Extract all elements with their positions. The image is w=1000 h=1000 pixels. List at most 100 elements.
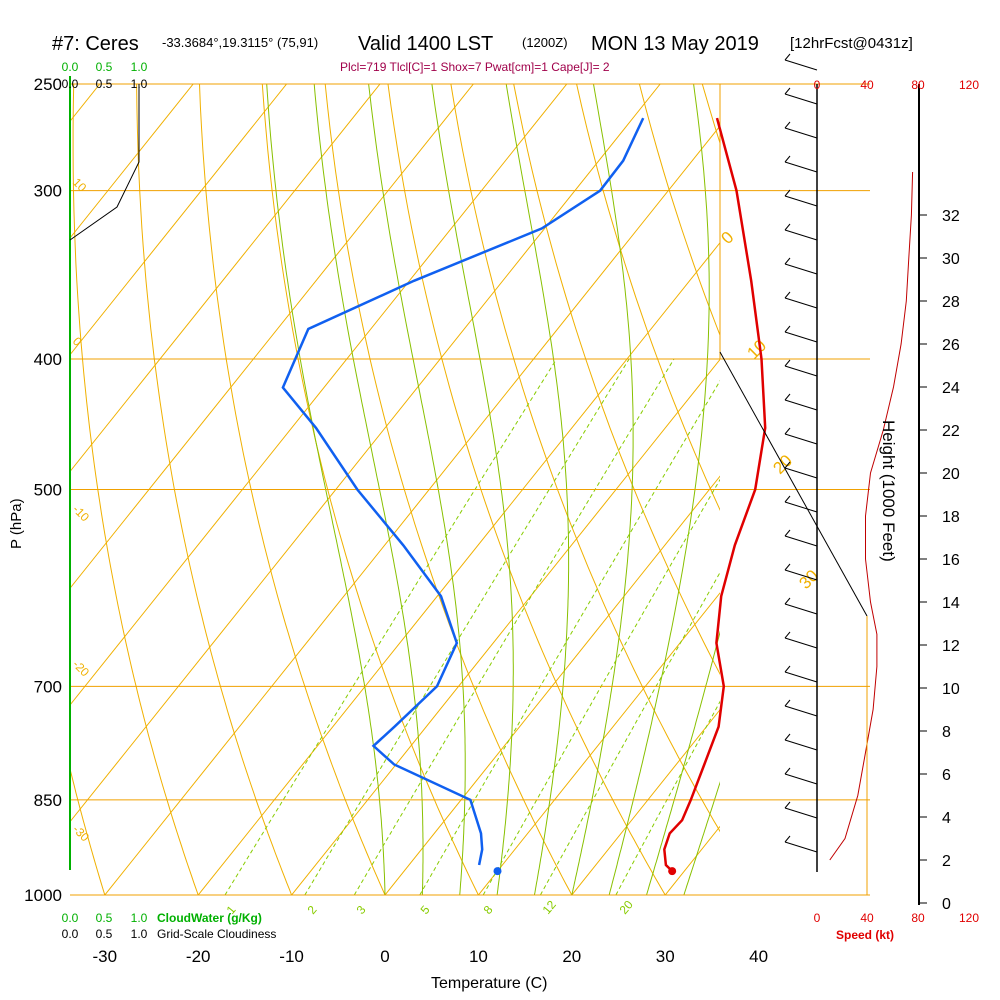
isotherm	[478, 592, 720, 895]
isotherm	[0, 84, 6, 895]
height-tick-label: 4	[942, 810, 951, 827]
cloudiness-top-tick: 0.5	[96, 77, 113, 91]
pressure-tick-label: 850	[34, 791, 62, 810]
dry-adiabat	[513, 84, 720, 676]
dry-adiabat-label: 0	[70, 334, 85, 349]
height-tick-label: 22	[942, 423, 960, 440]
wind-barb	[784, 739, 818, 751]
cloudwater-top-tick: 0.5	[96, 60, 113, 74]
cloudwater-label: CloudWater (g/Kg)	[157, 911, 262, 925]
speed-top-tick: 0	[814, 78, 821, 92]
height-tick-label: 0	[942, 896, 951, 913]
wind-barb	[784, 637, 818, 649]
wind-barb-flag	[784, 325, 791, 333]
surface-dewpoint-dot	[493, 867, 502, 876]
moist-adiabat	[431, 84, 514, 895]
dry-adiabat	[450, 84, 720, 833]
wind-barb	[784, 263, 818, 275]
wind-barb-flag	[784, 597, 791, 605]
wind-barb-flag	[784, 359, 791, 367]
pressure-tick-label: 300	[34, 182, 62, 201]
height-tick-label: 20	[942, 466, 960, 483]
isotherm	[70, 84, 194, 239]
pressure-tick-label: 1000	[24, 886, 62, 905]
temperature-tick-label: 0	[380, 947, 389, 966]
wind-barb	[784, 229, 818, 241]
wind-barb	[784, 807, 818, 819]
wind-barb	[784, 535, 818, 547]
profiles	[281, 117, 767, 876]
wind-barb-flag	[784, 529, 791, 537]
speed-bottom-tick: 40	[860, 911, 874, 925]
wind-barb	[784, 569, 818, 581]
moist-adiabat	[505, 84, 570, 895]
pressure-tick-label: 700	[34, 677, 62, 696]
speed-top-tick: 40	[860, 78, 874, 92]
speed-axis-label: Speed (kt)	[836, 928, 894, 942]
indices-line: Plcl=719 Tlcl[C]=1 Shox=7 Pwat[cm]=1 Cap…	[340, 60, 610, 74]
height-axis-title: Height (1000 Feet)	[879, 420, 898, 562]
axes: 2 5 0 300 400 500 700 850 1000 -30 -20 -10 0 10 20 30 40	[24, 75, 768, 966]
dry-adiabat-label: -10	[70, 502, 92, 524]
wind-barb-flag	[784, 767, 791, 775]
wind-barb	[784, 127, 818, 139]
wind-barb-flag	[784, 801, 791, 809]
wind-barb-flag	[784, 835, 791, 843]
height-tick-label: 26	[942, 337, 960, 354]
y-axis-title: P (hPa)	[8, 498, 25, 549]
cloudiness-bottom-tick: 0.5	[96, 927, 113, 941]
wind-barb-flag	[784, 393, 791, 401]
temperature-tick-label: 40	[749, 947, 768, 966]
wind-barb-flag	[784, 631, 791, 639]
mixing-ratio-label: 12	[540, 897, 560, 916]
height-tick-label: 16	[942, 552, 960, 569]
pressure-tick-label: 500	[34, 481, 62, 500]
dry-adiabat	[638, 84, 720, 337]
header-valid: Valid 1400 LST	[358, 33, 493, 55]
temperature-tick-label: 30	[656, 947, 675, 966]
isotherm	[70, 84, 381, 473]
temperature-tick-label: 10	[469, 947, 488, 966]
cloudiness-bottom-tick: 0.0	[62, 927, 79, 941]
x-axis-title: Temperature (C)	[431, 975, 547, 992]
cloud-panel: 0.0 0.5 1.0 0.0 0.5 1.0 0.0 0.5 1.0 CloudWater (g…	[62, 60, 277, 941]
cloudwater-bottom-tick: 1.0	[131, 911, 148, 925]
mixing-ratio-label: 2	[305, 903, 320, 917]
wind-barb	[784, 399, 818, 411]
dry-adiabat	[198, 84, 386, 895]
temperature-tick-label: -10	[279, 947, 304, 966]
header-station: #7: Ceres	[52, 33, 139, 55]
dry-adiabat	[261, 84, 479, 895]
height-tick-label: 14	[942, 595, 960, 612]
temperature-tick-label: 20	[562, 947, 581, 966]
cloudwater-top-tick: 0.0	[62, 60, 79, 74]
height-tick-label: 28	[942, 294, 960, 311]
cloudwater-top-tick: 1.0	[131, 60, 148, 74]
grid-clip	[0, 60, 1000, 923]
temperature-tick-label: -20	[186, 947, 211, 966]
surface-temperature-dot	[668, 867, 677, 876]
wind-barb	[784, 195, 818, 207]
wind-speed-line	[829, 171, 914, 861]
wind-barb	[784, 297, 818, 309]
cloudiness-top-tick: 0.0	[62, 77, 79, 91]
moist-adiabat	[646, 630, 720, 895]
cloudiness-line	[69, 84, 140, 241]
isotherm-label: 30	[795, 566, 822, 593]
wind-barb-flag	[784, 733, 791, 741]
wind-barb-flag	[784, 257, 791, 265]
dry-adiabat	[758, 60, 1000, 923]
mixing-ratio-line	[539, 571, 720, 895]
height-tick-label: 18	[942, 509, 960, 526]
moist-adiabat	[313, 84, 424, 895]
dry-adiabat	[387, 84, 666, 895]
moist-adiabat	[266, 84, 386, 895]
cloudwater-bottom-tick: 0.5	[96, 911, 113, 925]
temperature-tick-label: -30	[93, 947, 118, 966]
header-fcst: [12hrFcst@0431z]	[790, 35, 913, 52]
mixing-ratio-label: 5	[418, 903, 433, 917]
cloudiness-bottom-tick: 1.0	[131, 927, 148, 941]
dry-adiabat	[701, 84, 720, 145]
pressure-tick-label: 400	[34, 350, 62, 369]
wind-barb	[784, 59, 818, 71]
